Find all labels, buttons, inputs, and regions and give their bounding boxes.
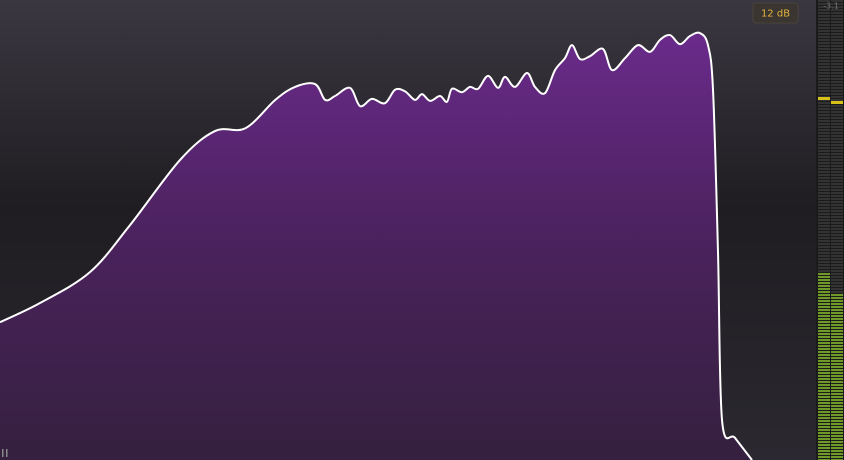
pause-icon[interactable] [2, 449, 8, 457]
meter-level [831, 294, 843, 460]
meter-level [818, 273, 830, 460]
spectrum-line [0, 31, 753, 460]
meter-peak [818, 97, 830, 100]
meter-peak [831, 101, 843, 104]
spectrum-area [0, 32, 753, 460]
plot [0, 31, 753, 460]
range-button[interactable] [752, 2, 799, 24]
meter-peak-readout: -3.1 [823, 2, 839, 11]
range-button-label[interactable]: 12 dB [761, 9, 790, 20]
